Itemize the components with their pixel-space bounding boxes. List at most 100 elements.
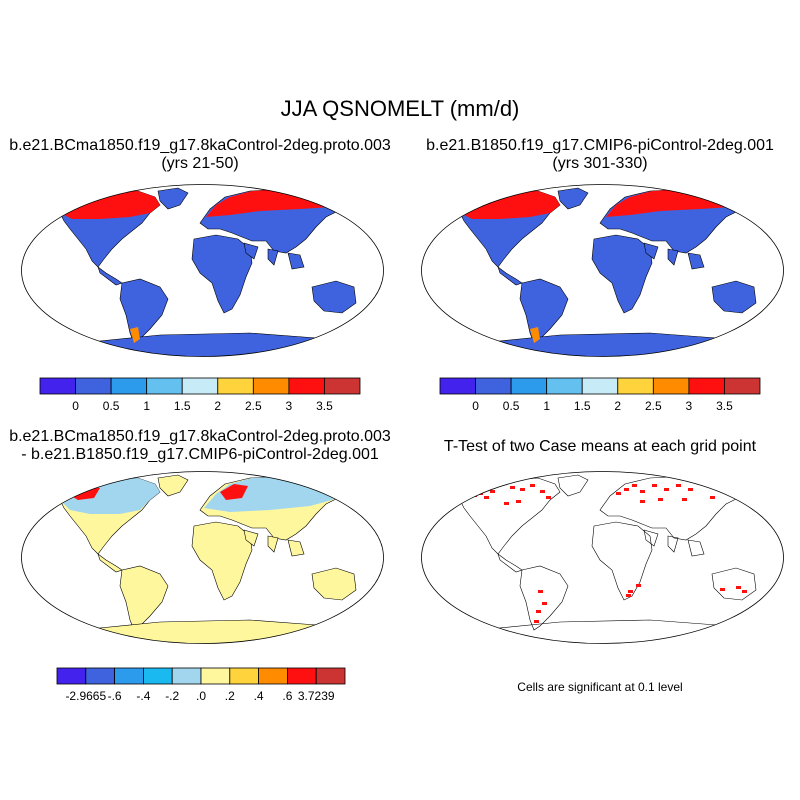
coastline-antarctica [464,619,767,644]
land-greenland [157,187,189,210]
colorbar-swatch [39,377,76,395]
coastline-centralAmerica [497,553,523,573]
significant-cell [510,486,515,489]
colorbar-label: .4 [254,689,264,702]
land-india [267,248,279,266]
colorbar-label: -.4 [136,689,150,702]
land-southAmerica [519,278,569,344]
map-panel-case1 [21,184,384,357]
colorbar-swatch [315,667,346,685]
map-panel-ttest [421,471,784,644]
land-arabia [643,242,659,260]
land-antarctica [64,619,367,644]
land-seAsia [287,539,305,557]
significant-cell [716,486,721,489]
panel-1-title: b.e21.BCma1850.f19_g17.8kaControl-2deg.p… [0,137,400,173]
colorbar-swatch [324,377,361,395]
colorbar-swatch [652,377,690,395]
significant-cell [516,500,521,503]
significant-cell [700,482,705,485]
land-africa [191,234,253,314]
significant-cell [664,488,669,491]
significant-cell [542,602,547,605]
significant-cell [742,590,747,593]
significant-cell [534,620,539,623]
coastline-greenland [557,474,589,497]
ttest-note: Cells are significant at 0.1 level [517,680,683,694]
panel-4-title-line1: T-Test of two Case means at each grid po… [443,438,757,455]
map-panel-difference [21,471,384,644]
significant-cell [636,584,641,587]
land-centralAmerica [97,553,123,573]
colorbar-label: 3.5 [716,399,733,412]
colorbar-swatch [171,667,202,685]
land-seAsia [687,252,705,270]
diff-negative-north-america [60,478,160,514]
land-india [267,535,279,553]
land-centralAmerica [97,266,123,286]
coastline-australia [711,567,757,601]
snowmelt-andes [530,327,540,343]
significant-cell [688,488,693,491]
colorbar-swatch [688,377,725,395]
colorbar-label: 3 [286,399,293,412]
significant-cell [616,492,621,495]
significant-cell [624,488,629,491]
colorbar-swatch [475,377,512,395]
significant-cell [710,496,715,499]
significant-cell [628,590,633,593]
colorbar-swatch [181,377,219,395]
significant-cell [530,484,535,487]
land-africa [591,234,653,314]
significant-cell [720,588,725,591]
colorbar-label: 2.5 [645,399,662,412]
coastline-seAsia [687,539,705,557]
colorbar-label: -.2 [165,689,179,702]
coastline-arabia [643,529,659,547]
land-arabia [243,529,259,547]
significant-cell [504,502,509,505]
map-border [21,471,384,644]
colorbar-swatch [581,377,619,395]
significant-cell [632,484,637,487]
colorbar-swatch [146,377,183,395]
colorbar-label: 3.7239 [298,689,335,702]
colorbar-label: 0.5 [103,399,120,412]
colorbar-label: 0 [472,399,479,412]
diff-positive-eurasia [220,484,248,500]
significant-cell [540,490,545,493]
figure-title: JJA QSNOMELT (mm/d) [280,96,520,121]
land-australia [711,280,757,314]
colorbar-label: 2.5 [245,399,262,412]
colorbar-label: 3.5 [316,399,333,412]
colorbar-swatch [546,377,583,395]
land-centralAmerica [497,266,523,286]
map-panel-case2 [421,184,784,357]
land-seAsia [287,252,305,270]
panel-3-title-line1: b.e21.BCma1850.f19_g17.8kaControl-2deg.p… [9,428,391,445]
colorbar-case1: 0 0.5 1 1.5 2 2.5 3 3.5 [39,377,361,412]
coastline-eurasia [599,475,746,541]
colorbar-swatch [258,667,288,685]
colorbar-label: -2.9665 [65,689,106,702]
colorbar-difference: -2.9665 -.6 -.4 -.2 .0 .2 .4 .6 3.7239 [56,667,346,702]
land-antarctica [464,332,767,357]
colorbar-swatch [288,377,325,395]
panel-2-title-line1: b.e21.B1850.f19_g17.CMIP6-piControl-2deg… [426,137,774,154]
land-antarctica [64,332,367,357]
significant-cell [538,590,543,593]
colorbar-swatch [56,667,87,685]
land-greenland [157,474,189,497]
map-border [421,471,784,644]
land-arabia [243,242,259,260]
colorbar-swatch [286,667,317,685]
panel-2-title: b.e21.B1850.f19_g17.CMIP6-piControl-2deg… [400,137,800,173]
colorbar-label: 2 [614,399,621,412]
colorbar-swatch [110,377,148,395]
colorbar-swatch [724,377,761,395]
snowmelt-high-north-america [60,191,160,219]
colorbar-label: 1.5 [574,399,591,412]
land-australia [311,567,357,601]
significant-cell [626,594,631,597]
colorbar-label: 0 [72,399,79,412]
